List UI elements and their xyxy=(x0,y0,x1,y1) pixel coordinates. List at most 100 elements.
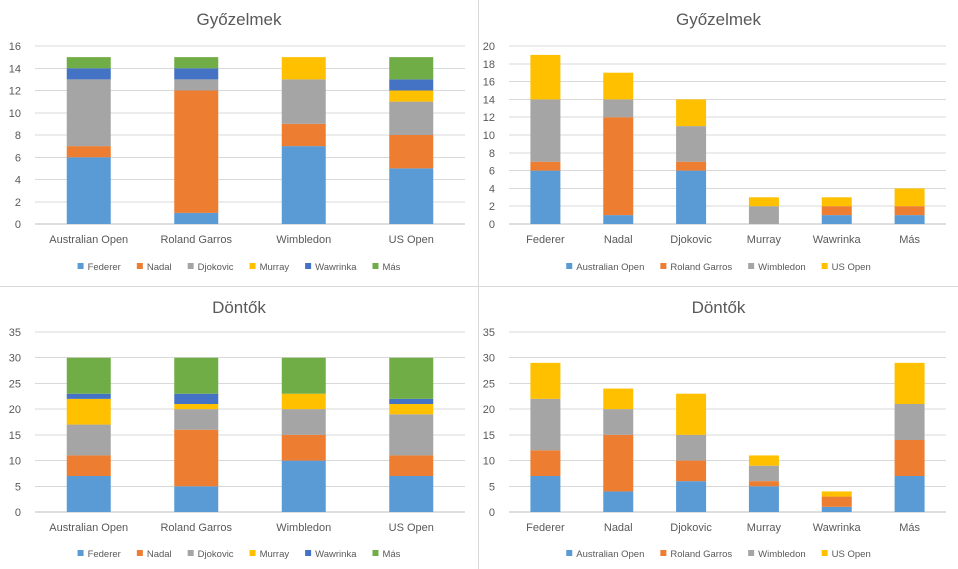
bars xyxy=(66,57,434,224)
x-tick-label: Wimbledon xyxy=(276,234,331,246)
legend-swatch-djokovic xyxy=(187,550,194,556)
y-tick-label: 10 xyxy=(483,130,495,142)
bar-australian-open-wawrinka xyxy=(66,393,111,399)
y-tick-label: 35 xyxy=(483,327,495,339)
legend-label: Australian Open xyxy=(576,549,644,560)
legend-swatch-murray xyxy=(249,550,256,556)
y-axis-tick-labels: 0 5 10 15 20 25 30 35 xyxy=(483,327,495,519)
bar-australian-open-mas xyxy=(66,357,111,394)
bar-murray-wimbledon xyxy=(748,206,779,224)
chart-title: Döntők xyxy=(212,298,266,317)
bar-roland-garros-federer xyxy=(174,486,219,512)
legend-swatch-federer xyxy=(77,550,84,556)
bar-stack-australian-open xyxy=(66,57,111,224)
y-tick-label: 14 xyxy=(483,94,495,106)
bar-wawrinka-australian-open xyxy=(821,506,852,512)
y-tick-label: 20 xyxy=(483,41,495,53)
bar-stack-roland-garros xyxy=(174,57,219,224)
bar-stack-wawrinka xyxy=(821,491,852,512)
legend-swatch-wimbledon xyxy=(748,550,755,556)
legend-label: Federer xyxy=(88,549,121,560)
bar-us-open-murray xyxy=(389,90,434,102)
bar-wawrinka-roland-garros xyxy=(821,496,852,507)
chart-panel-wins-by-tournament: Győzelmek 0 2 4 6 8 10 12 14 16 Australian Open Rol… xyxy=(0,0,478,286)
legend-label: Nadal xyxy=(147,262,172,273)
bar-stack-roland-garros xyxy=(174,357,219,512)
bar-wawrinka-roland-garros xyxy=(821,206,852,216)
bar-roland-garros-wawrinka xyxy=(174,393,219,404)
bar-stack-murray xyxy=(748,197,779,224)
y-tick-label: 20 xyxy=(9,404,21,416)
bar-us-open-nadal xyxy=(389,455,434,476)
bar-us-open-djokovic xyxy=(389,101,434,135)
bar-federer-roland-garros xyxy=(530,450,561,476)
bar-roland-garros-federer xyxy=(174,212,219,224)
legend-label: Wawrinka xyxy=(315,549,357,560)
bar-australian-open-mas xyxy=(66,57,111,69)
bar-murray-us-open xyxy=(748,455,779,466)
bar-stack-djokovic xyxy=(676,393,707,512)
y-tick-label: 30 xyxy=(9,353,21,365)
y-tick-label: 6 xyxy=(489,166,495,178)
bar-us-open-federer xyxy=(389,168,434,224)
y-tick-label: 15 xyxy=(483,430,495,442)
x-tick-label: Federer xyxy=(526,522,565,534)
x-tick-label: Australian Open xyxy=(49,522,128,534)
y-tick-label: 8 xyxy=(489,148,495,160)
bar-us-open-mas xyxy=(389,357,434,399)
bar-federer-wimbledon xyxy=(530,99,561,162)
bar-stack-wimbledon xyxy=(281,357,326,512)
bar-nadal-roland-garros xyxy=(603,117,634,216)
bar-stack-federer xyxy=(530,54,561,224)
chart-wins-by-tournament: Győzelmek 0 2 4 6 8 10 12 14 16 Australian Open Rol… xyxy=(9,10,465,273)
y-tick-label: 15 xyxy=(9,430,21,442)
x-tick-label: US Open xyxy=(389,522,434,534)
bar-us-open-federer xyxy=(389,476,434,512)
bar-federer-australian-open xyxy=(530,476,561,512)
legend-label: Djokovic xyxy=(198,549,234,560)
y-tick-label: 0 xyxy=(489,507,495,519)
chart-panel-wins-by-player: Győzelmek 0 2 4 6 8 10 12 14 16 18 20 Federer Nadal Dj… xyxy=(479,0,958,286)
bar-federer-australian-open xyxy=(530,170,561,224)
bar-wimbledon-federer xyxy=(281,146,326,224)
x-tick-label: Murray xyxy=(747,234,782,246)
bar-australian-open-murray xyxy=(66,398,111,425)
bar-djokovic-us-open xyxy=(676,99,707,127)
y-tick-label: 6 xyxy=(15,152,21,164)
y-tick-label: 8 xyxy=(15,130,21,142)
bar-wawrinka-us-open xyxy=(821,491,852,497)
bar-wawrinka-us-open xyxy=(821,197,852,207)
chart-panel-finals-by-tournament: Döntők 0 5 10 15 20 25 30 35 Australian Open Rolan… xyxy=(0,287,478,569)
y-axis-tick-labels: 0 2 4 6 8 10 12 14 16 xyxy=(9,41,21,231)
bar-stack-murray xyxy=(748,455,779,512)
bar-stack-us-open xyxy=(389,357,434,512)
bar-murray-australian-open xyxy=(748,486,779,512)
horizontal-divider xyxy=(0,286,958,287)
bar-roland-garros-mas xyxy=(174,357,219,394)
legend-label: Más xyxy=(382,549,400,560)
bar-wimbledon-murray xyxy=(281,57,326,80)
bar-wimbledon-murray xyxy=(281,393,326,410)
legend: Federer Nadal Djokovic Murray Wawrinka Más xyxy=(77,549,401,560)
y-tick-label: 10 xyxy=(9,456,21,468)
bar-us-open-mas xyxy=(389,57,434,80)
bar-nadal-us-open xyxy=(603,72,634,100)
bar-federer-roland-garros xyxy=(530,161,561,171)
bar-nadal-wimbledon xyxy=(603,99,634,118)
x-tick-label: Más xyxy=(899,522,920,534)
bar-mas-australian-open xyxy=(894,215,925,224)
bar-wimbledon-federer xyxy=(281,460,326,512)
bar-us-open-djokovic xyxy=(389,414,434,456)
y-tick-label: 0 xyxy=(15,219,21,231)
bars xyxy=(66,357,434,512)
y-tick-label: 25 xyxy=(483,378,495,390)
legend-swatch-roland-garros xyxy=(660,550,667,556)
bar-mas-wimbledon xyxy=(894,404,925,440)
bar-wimbledon-nadal xyxy=(281,123,326,147)
bar-wimbledon-mas xyxy=(281,357,326,394)
bar-stack-nadal xyxy=(603,72,634,224)
bar-federer-us-open xyxy=(530,54,561,100)
chart-title: Győzelmek xyxy=(196,10,282,29)
bar-stack-wimbledon xyxy=(281,57,326,224)
